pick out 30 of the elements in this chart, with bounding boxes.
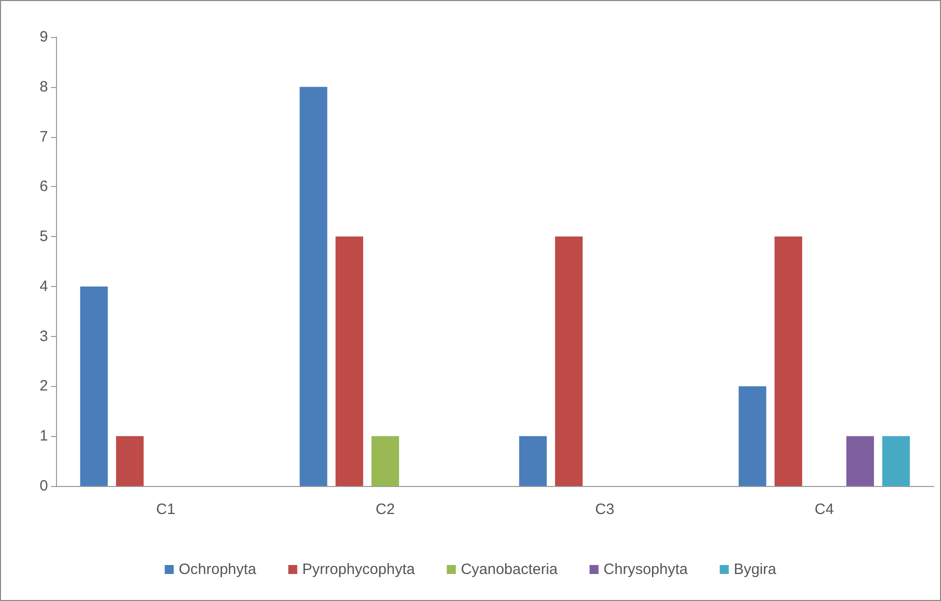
bar xyxy=(882,436,910,486)
legend-label: Cyanobacteria xyxy=(460,561,558,578)
legend-label: Bygira xyxy=(734,561,777,578)
bar xyxy=(846,436,874,486)
x-tick-label: C4 xyxy=(814,501,834,518)
bar xyxy=(300,86,328,486)
bar xyxy=(738,386,766,486)
y-tick-label: 4 xyxy=(40,278,48,295)
y-tick-label: 2 xyxy=(40,378,48,395)
y-tick-label: 5 xyxy=(40,228,48,246)
bar xyxy=(336,236,364,486)
legend-label: Pyrrophycophyta xyxy=(302,561,416,578)
bar xyxy=(774,236,802,486)
y-tick-label: 3 xyxy=(40,328,48,345)
x-tick-label: C1 xyxy=(156,501,176,518)
x-tick-label: C3 xyxy=(595,501,614,518)
legend-label: Ochrophyta xyxy=(178,561,257,578)
bar xyxy=(80,286,108,486)
y-tick-label: 8 xyxy=(40,78,48,96)
bar xyxy=(116,436,144,486)
legend-label: Chrysophyta xyxy=(604,561,688,578)
bar xyxy=(555,236,583,486)
y-tick-label: 7 xyxy=(40,128,48,146)
bar xyxy=(519,436,547,486)
y-tick-label: 1 xyxy=(40,428,48,445)
bar xyxy=(371,436,400,486)
y-tick-label: 6 xyxy=(40,178,48,196)
x-tick-label: C2 xyxy=(376,501,395,518)
y-tick-label: 9 xyxy=(40,28,48,46)
y-tick-label: 0 xyxy=(40,478,48,494)
